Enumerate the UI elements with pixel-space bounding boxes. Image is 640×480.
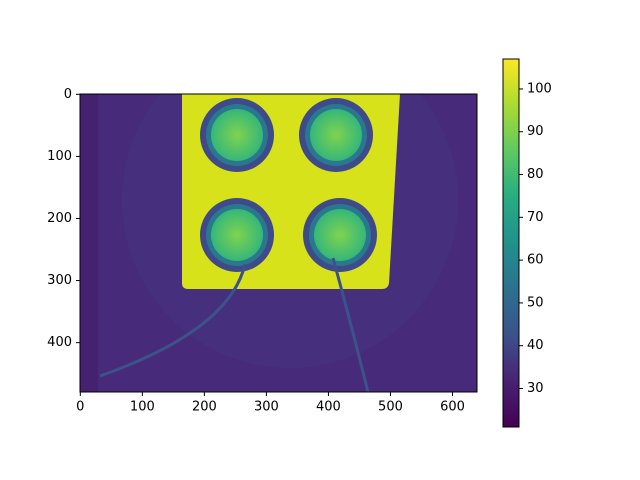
colorbar-tick-label: 30 [527,381,544,396]
x-tick-label: 0 [76,400,84,415]
x-tick-label: 100 [130,400,155,415]
x-tick-label: 200 [192,400,217,415]
colorbar-tick-label: 80 [527,167,544,182]
colorbar [502,58,520,428]
x-tick-label: 400 [316,400,341,415]
colorbar-tick-label: 70 [527,210,544,225]
axes-frame [79,93,478,393]
colorbar-tick-label: 100 [527,81,552,96]
y-tick-label: 0 [64,87,72,102]
y-tick-label: 300 [47,273,72,288]
x-tick-label: 300 [254,400,279,415]
y-tick-label: 100 [47,149,72,164]
colorbar-tick-label: 90 [527,124,544,139]
y-tick-label: 200 [47,211,72,226]
image [80,94,477,392]
x-tick-label: 600 [440,400,465,415]
colorbar-tick-label: 60 [527,253,544,268]
x-tick-label: 500 [378,400,403,415]
y-tick-label: 400 [47,335,72,350]
colorbar-tick-label: 50 [527,295,544,310]
colorbar-tick-label: 40 [527,338,544,353]
